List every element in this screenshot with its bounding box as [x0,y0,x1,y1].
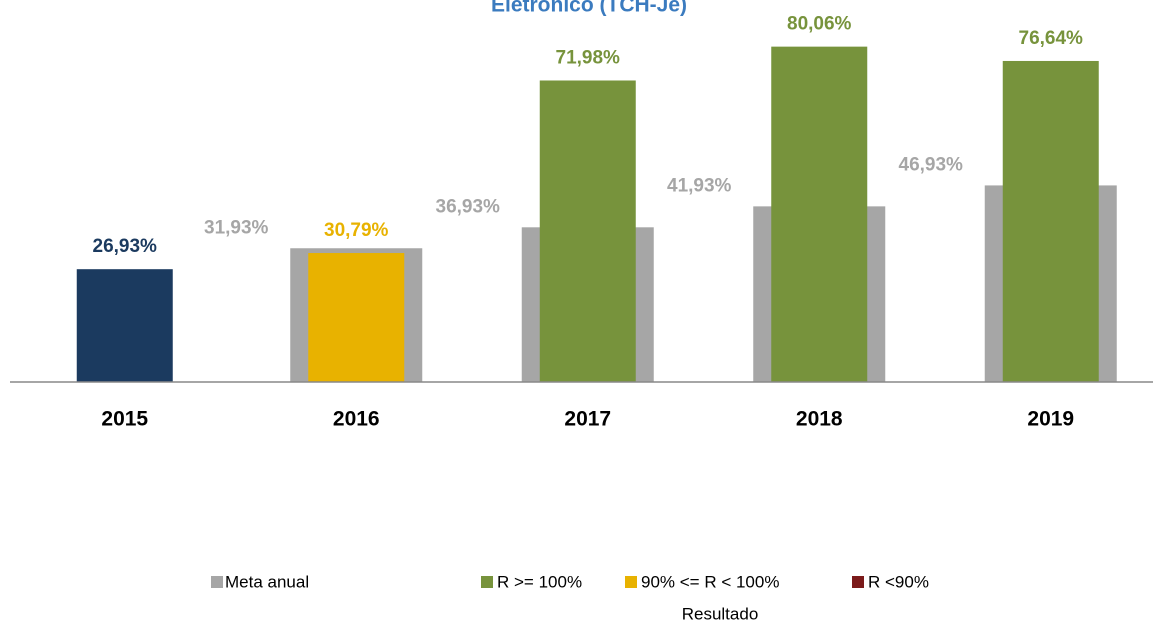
legend-label: 90% <= R < 100% [641,572,779,591]
target-label: 46,93% [899,154,964,175]
legend-label: R >= 100% [497,572,582,591]
x-tick-label: 2015 [101,408,148,431]
result-label: 71,98% [556,47,621,68]
result-label: 26,93% [93,236,158,257]
target-label: 36,93% [436,196,501,217]
result-bar [539,80,636,383]
x-tick-label: 2018 [796,408,843,431]
target-label: 41,93% [667,175,732,196]
legend-swatch [625,576,637,588]
result-bar [308,253,405,382]
legend-title: Resultado [682,604,759,621]
legend-label: Meta anual [225,572,309,591]
x-tick-label: 2017 [564,408,611,431]
x-tick-label: 2019 [1027,408,1074,431]
result-label: 80,06% [787,14,852,35]
result-bar [771,46,868,383]
result-label: 76,64% [1019,28,1084,49]
legend-swatch [481,576,493,588]
chart-title: Eletrônico (TCH-Je) [491,0,687,17]
target-label: 31,93% [204,217,269,238]
x-tick-label: 2016 [333,408,380,431]
result-bar [76,269,173,382]
result-bar [1002,60,1099,382]
legend-swatch [852,576,864,588]
result-label: 30,79% [324,220,389,241]
legend-label: R <90% [868,572,929,591]
legend-swatch [211,576,223,588]
